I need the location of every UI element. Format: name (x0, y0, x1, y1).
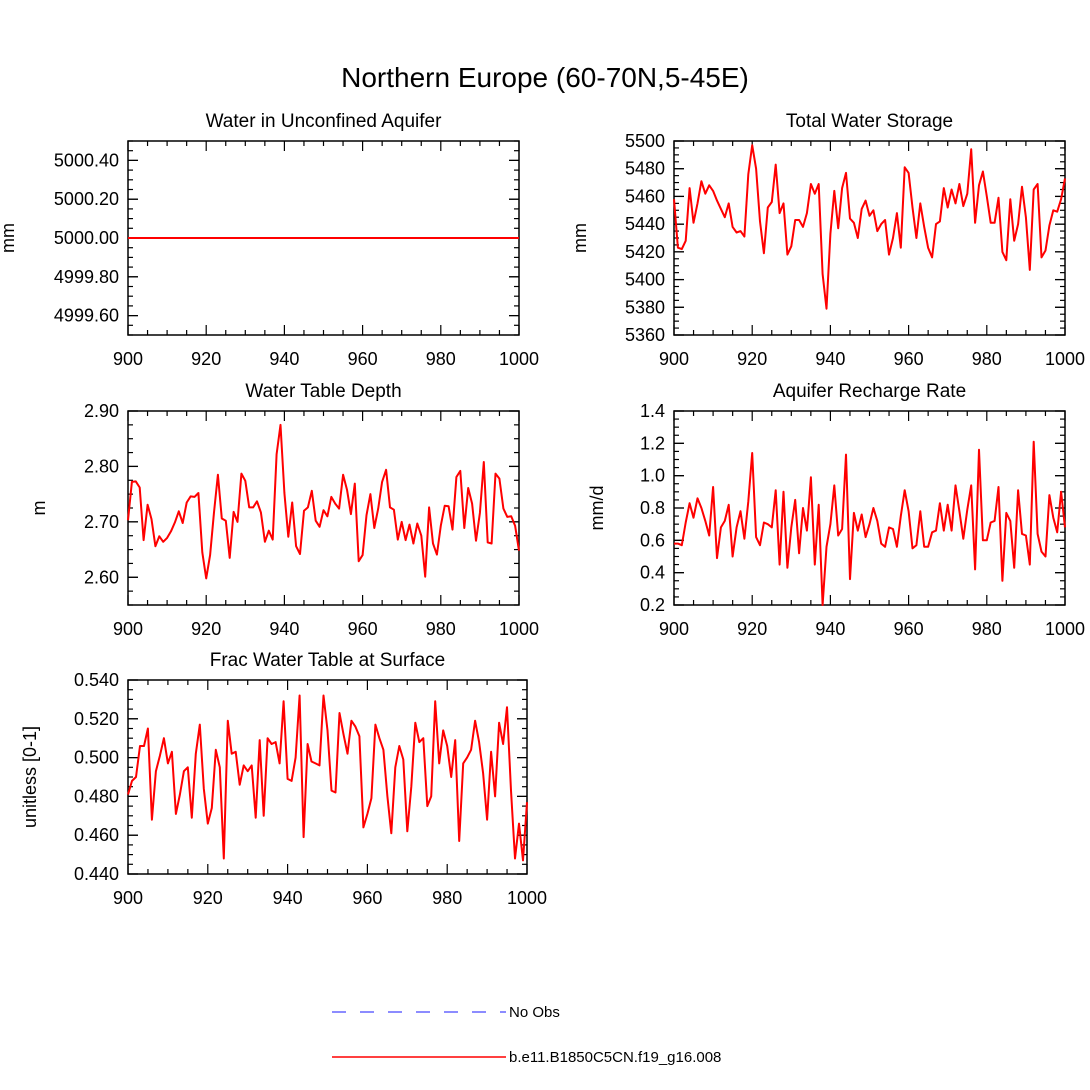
y-tick-label: 2.80 (84, 456, 119, 476)
series-line-model (127, 694, 528, 862)
plot-panel-3: Water Table Depth m 900 920 940 960 980 1000 2.6… (29, 381, 539, 639)
y-axis-label: mm (0, 223, 18, 253)
x-tick-label: 920 (191, 619, 221, 639)
legend-label-no-obs: No Obs (509, 1004, 560, 1021)
y-tick-label: 0.500 (74, 748, 119, 768)
y-tick-label: 5000.20 (54, 189, 119, 209)
x-tick-label: 920 (737, 619, 767, 639)
x-tick-label: 920 (191, 349, 221, 369)
x-tick-label: 960 (894, 349, 924, 369)
x-tick-label: 900 (659, 349, 689, 369)
legend-label-model: b.e11.B1850C5CN.f19_g16.008 (509, 1049, 721, 1066)
y-axis-label: m (29, 501, 49, 516)
y-tick-label: 0.6 (640, 530, 665, 550)
x-tick-label: 1000 (1045, 349, 1085, 369)
y-tick-label: 0.4 (640, 563, 665, 583)
y-tick-label: 5460 (625, 186, 665, 206)
y-axis-label: unitless [0-1] (20, 726, 40, 828)
x-tick-label: 940 (269, 349, 299, 369)
y-tick-label: 5400 (625, 270, 665, 290)
plot-panels: Water in Unconfined Aquifer mm 900 920 940 96… (0, 111, 1085, 908)
y-tick-label: 1.0 (640, 466, 665, 486)
y-axis-label: mm/d (587, 486, 607, 531)
series-line-model (673, 144, 1066, 310)
panel-title: Total Water Storage (786, 111, 953, 132)
series-line-model (674, 440, 1066, 606)
x-tick-label: 920 (737, 349, 767, 369)
y-tick-label: 5000.40 (54, 150, 119, 170)
x-tick-label: 960 (894, 619, 924, 639)
y-tick-label: 1.2 (640, 433, 665, 453)
y-tick-label: 0.2 (640, 595, 665, 615)
x-tick-label: 920 (193, 888, 223, 908)
series-line-model (127, 423, 520, 580)
plot-frame (127, 410, 520, 606)
x-tick-label: 1000 (1045, 619, 1085, 639)
y-tick-label: 0.440 (74, 864, 119, 884)
plot-panel-5: Frac Water Table at Surface unitless [0-1… (20, 650, 547, 908)
x-tick-label: 980 (432, 888, 462, 908)
y-tick-label: 0.8 (640, 498, 665, 518)
y-tick-label: 4999.80 (54, 267, 119, 287)
x-tick-label: 900 (113, 349, 143, 369)
x-tick-label: 960 (348, 349, 378, 369)
x-tick-label: 980 (426, 619, 456, 639)
y-tick-label: 5420 (625, 242, 665, 262)
panel-title: Aquifer Recharge Rate (773, 381, 966, 402)
y-tick-label: 0.480 (74, 786, 119, 806)
panel-title: Water Table Depth (245, 381, 401, 402)
legend: No Obs b.e11.B1850C5CN.f19_g16.008 (332, 1004, 721, 1066)
y-tick-label: 2.60 (84, 567, 119, 587)
plot-panel-2: Total Water Storage mm 900 920 940 960 980 1000… (570, 111, 1085, 369)
x-tick-label: 900 (659, 619, 689, 639)
plot-frame (673, 140, 1066, 336)
x-tick-label: 980 (426, 349, 456, 369)
y-axis-label: mm (570, 223, 590, 253)
figure-title: Northern Europe (60-70N,5-45E) (341, 62, 749, 93)
panel-title: Frac Water Table at Surface (210, 650, 446, 671)
x-tick-label: 960 (348, 619, 378, 639)
x-tick-label: 940 (269, 619, 299, 639)
y-tick-label: 5380 (625, 297, 665, 317)
x-tick-label: 1000 (499, 619, 539, 639)
plot-panel-1: Water in Unconfined Aquifer mm 900 920 940 96… (0, 111, 539, 369)
y-tick-label: 0.520 (74, 709, 119, 729)
x-tick-label: 940 (815, 619, 845, 639)
plot-frame (673, 410, 1066, 606)
x-tick-label: 900 (113, 619, 143, 639)
x-tick-label: 1000 (499, 349, 539, 369)
y-tick-label: 1.4 (640, 401, 665, 421)
x-tick-label: 940 (815, 349, 845, 369)
y-tick-label: 5480 (625, 159, 665, 179)
y-tick-label: 5360 (625, 325, 665, 345)
y-tick-label: 5500 (625, 131, 665, 151)
y-tick-label: 0.460 (74, 825, 119, 845)
y-tick-label: 5000.00 (54, 228, 119, 248)
plot-panel-4: Aquifer Recharge Rate mm/d 900 920 940 960 980… (587, 381, 1085, 639)
y-tick-label: 2.70 (84, 512, 119, 532)
y-tick-label: 5440 (625, 214, 665, 234)
y-tick-label: 4999.60 (54, 306, 119, 326)
x-tick-label: 1000 (507, 888, 547, 908)
x-tick-label: 940 (273, 888, 303, 908)
panel-title: Water in Unconfined Aquifer (206, 111, 443, 132)
x-tick-label: 960 (352, 888, 382, 908)
x-tick-label: 980 (972, 349, 1002, 369)
y-tick-label: 0.540 (74, 670, 119, 690)
x-tick-label: 980 (972, 619, 1002, 639)
x-tick-label: 900 (113, 888, 143, 908)
y-tick-label: 2.90 (84, 401, 119, 421)
